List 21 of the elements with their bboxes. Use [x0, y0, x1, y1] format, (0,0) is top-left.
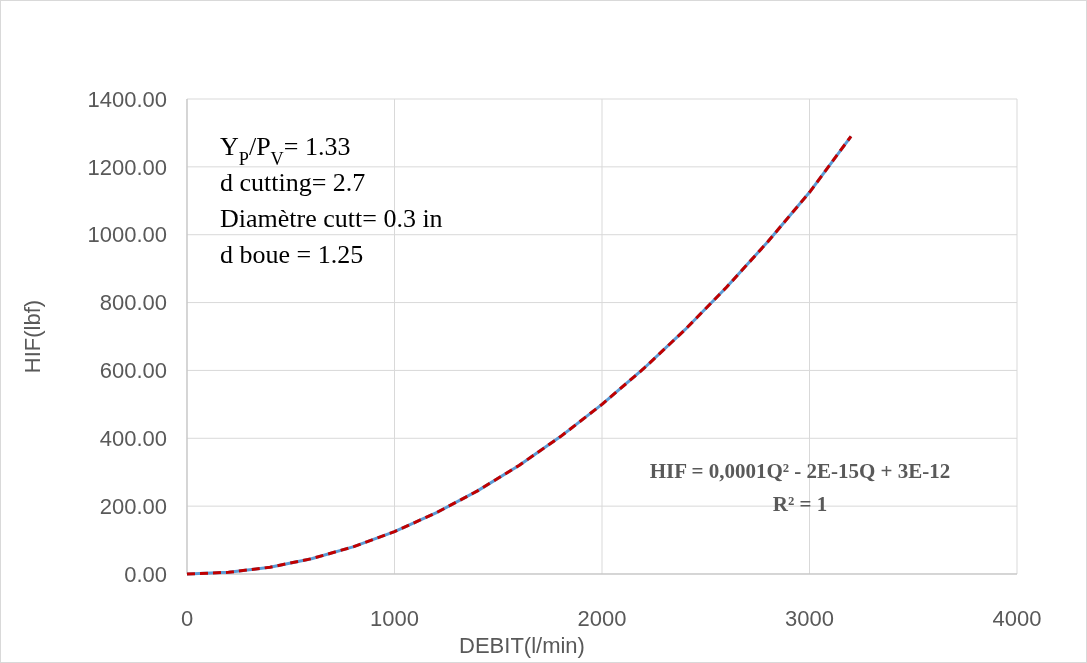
- x-axis-title: DEBIT(l/min): [459, 633, 585, 658]
- x-tick-label: 3000: [785, 606, 834, 631]
- x-tick-label: 1000: [370, 606, 419, 631]
- x-tick-label: 4000: [992, 606, 1042, 631]
- x-tick-label: 0: [180, 606, 194, 631]
- y-tick-label: 1000.00: [87, 222, 167, 248]
- y-tick-label: 800.00: [99, 290, 167, 316]
- annotation: HIF = 0,0001Q² - 2E-15Q + 3E-12: [649, 459, 951, 483]
- y-axis-title: HIF(lbf): [20, 299, 45, 374]
- annotation: d boue = 1.25: [220, 240, 364, 269]
- annotation: Diamètre cutt= 0.3 in: [220, 204, 443, 233]
- y-tick-label: 400.00: [99, 425, 167, 451]
- annotation: R² = 1: [772, 492, 828, 516]
- y-tick-label: 1400.00: [87, 86, 167, 112]
- y-tick-label: 600.00: [99, 358, 167, 384]
- y-tick-label: 0.00: [124, 561, 167, 587]
- y-tick-label: 1200.00: [87, 154, 167, 180]
- y-tick-label: 200.00: [99, 493, 167, 519]
- x-tick-label: 2000: [577, 606, 627, 631]
- annotation: Y$_{P}$/P$_{V}$= 1.33: [220, 132, 351, 169]
- annotation: d cutting= 2.7: [220, 168, 366, 197]
